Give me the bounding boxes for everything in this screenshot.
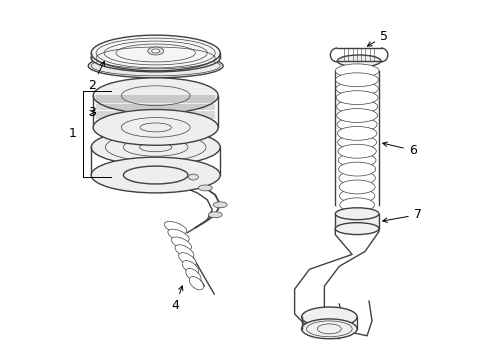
Ellipse shape bbox=[335, 91, 377, 105]
Ellipse shape bbox=[339, 180, 374, 194]
Ellipse shape bbox=[335, 208, 378, 220]
Text: 2: 2 bbox=[88, 62, 104, 92]
Ellipse shape bbox=[301, 319, 356, 339]
Ellipse shape bbox=[185, 269, 201, 282]
Ellipse shape bbox=[337, 126, 376, 140]
Ellipse shape bbox=[151, 49, 160, 53]
Text: 3: 3 bbox=[88, 106, 96, 119]
Ellipse shape bbox=[301, 307, 356, 327]
Ellipse shape bbox=[336, 100, 377, 113]
Ellipse shape bbox=[182, 261, 198, 274]
Ellipse shape bbox=[93, 78, 218, 113]
Ellipse shape bbox=[91, 44, 220, 72]
Ellipse shape bbox=[337, 55, 380, 67]
Ellipse shape bbox=[337, 144, 375, 158]
Ellipse shape bbox=[91, 129, 220, 165]
Ellipse shape bbox=[88, 54, 223, 78]
Ellipse shape bbox=[167, 229, 189, 242]
Ellipse shape bbox=[171, 237, 191, 250]
Text: 7: 7 bbox=[382, 208, 421, 222]
Ellipse shape bbox=[335, 223, 378, 235]
Ellipse shape bbox=[198, 185, 212, 191]
Ellipse shape bbox=[188, 174, 198, 180]
Ellipse shape bbox=[147, 47, 163, 55]
Ellipse shape bbox=[178, 253, 196, 266]
Ellipse shape bbox=[338, 171, 375, 185]
Ellipse shape bbox=[336, 109, 377, 122]
Text: 4: 4 bbox=[171, 286, 183, 312]
Ellipse shape bbox=[338, 162, 375, 176]
Ellipse shape bbox=[189, 276, 203, 290]
Ellipse shape bbox=[208, 212, 222, 218]
Ellipse shape bbox=[339, 198, 374, 212]
Text: 6: 6 bbox=[382, 142, 416, 157]
Ellipse shape bbox=[339, 189, 374, 203]
Ellipse shape bbox=[338, 153, 375, 167]
Ellipse shape bbox=[91, 35, 220, 71]
Ellipse shape bbox=[337, 135, 376, 149]
Ellipse shape bbox=[91, 157, 220, 193]
Ellipse shape bbox=[164, 221, 186, 234]
Ellipse shape bbox=[335, 82, 378, 96]
Text: 5: 5 bbox=[366, 30, 387, 46]
Bar bbox=[335, 214, 378, 229]
Ellipse shape bbox=[335, 64, 378, 78]
Text: 1: 1 bbox=[68, 127, 76, 140]
Ellipse shape bbox=[213, 202, 226, 208]
Ellipse shape bbox=[335, 73, 378, 87]
Ellipse shape bbox=[336, 117, 376, 131]
Ellipse shape bbox=[93, 109, 218, 145]
Ellipse shape bbox=[175, 245, 194, 258]
